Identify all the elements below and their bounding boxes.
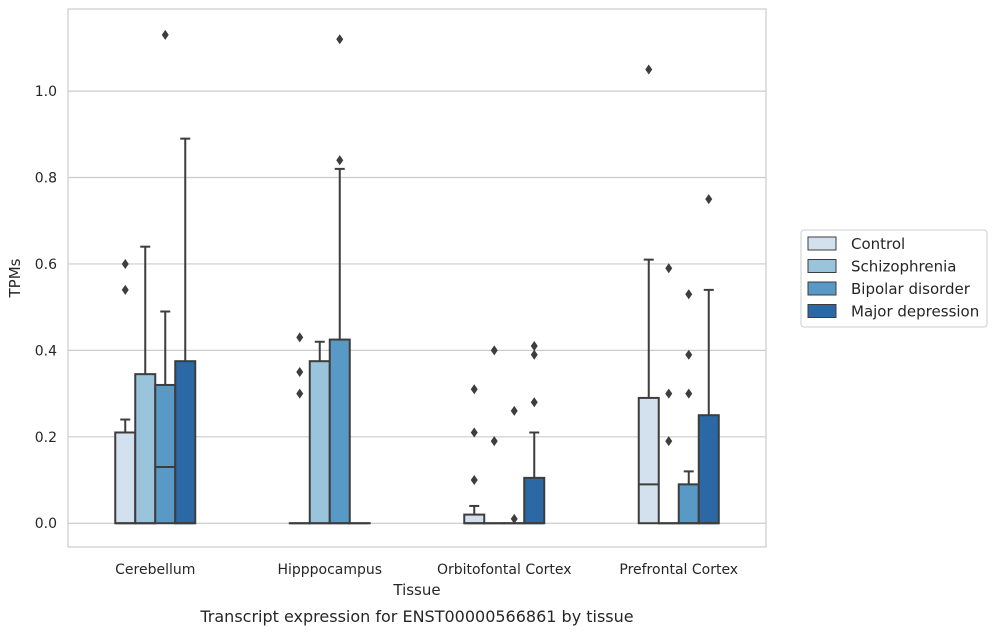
outlier-point <box>470 427 478 438</box>
box-0-3 <box>637 64 660 525</box>
y-tick-label: 1.0 <box>35 84 57 100</box>
x-tick-label: Cerebellum <box>115 562 195 578</box>
box-body <box>523 476 546 525</box>
outlier-point <box>121 258 129 269</box>
box-2-1 <box>328 34 351 525</box>
box-1-1 <box>308 340 331 525</box>
outlier-point <box>336 34 344 45</box>
box-3-2 <box>523 341 546 525</box>
outlier-point <box>470 475 478 486</box>
outlier-point <box>510 405 518 416</box>
outlier-point <box>296 332 304 343</box>
legend-label: Major depression <box>851 303 979 321</box>
box-body <box>154 383 177 525</box>
y-tick-label: 0.6 <box>35 257 57 273</box>
outlier-point <box>665 263 673 274</box>
y-tick-labels: 0.0 0.2 0.4 0.6 0.8 1.0 <box>35 84 57 532</box>
outlier-point <box>665 388 673 399</box>
box-0-2 <box>463 384 486 525</box>
y-tick-label: 0.8 <box>35 171 57 187</box>
outlier-point <box>490 345 498 356</box>
outlier-point <box>161 29 169 40</box>
box-body <box>328 338 351 525</box>
box-3-3 <box>697 194 720 525</box>
outlier-point <box>685 349 693 360</box>
box-body <box>134 373 157 525</box>
y-tick-label: 0.4 <box>35 343 57 359</box>
y-tick-label: 0.2 <box>35 430 57 446</box>
x-tick-label: Orbitofontal Cortex <box>437 562 572 578</box>
legend-swatch <box>807 236 837 251</box>
box-body <box>697 414 720 525</box>
outlier-point <box>705 194 713 205</box>
legend-frame <box>800 229 988 328</box>
legend-label: Schizophrenia <box>851 258 956 276</box>
box-body <box>114 431 137 525</box>
x-tick-label: Prefrontal Cortex <box>619 562 738 578</box>
legend-swatch <box>807 259 837 273</box>
box-3-0 <box>174 137 197 525</box>
plot-frame <box>67 8 767 548</box>
outlier-point <box>121 284 129 295</box>
outlier-point <box>296 366 304 377</box>
box-body <box>637 396 660 525</box>
outlier-point <box>490 436 498 447</box>
legend-label: Bipolar disorder <box>851 280 971 298</box>
outlier-point <box>685 388 693 399</box>
legend-swatch <box>807 281 837 296</box>
box-body <box>174 360 197 525</box>
outlier-point <box>470 384 478 395</box>
box-0-1 <box>288 332 311 525</box>
x-axis-label: Tissue <box>392 581 440 599</box>
y-axis-label: TPMs <box>6 258 24 298</box>
outlier-point <box>530 397 538 408</box>
outlier-point <box>665 436 673 447</box>
chart-caption: Transcript expression for ENST0000056686… <box>199 607 633 626</box>
x-tick-labels: Cerebellum Hipppocampus Orbitofontal Corte… <box>115 562 738 578</box>
boxes-layer <box>114 29 720 525</box>
box-1-3 <box>657 263 680 525</box>
outlier-point <box>685 289 693 300</box>
outlier-point <box>645 64 653 75</box>
y-tick-label: 0.0 <box>35 516 57 532</box>
outlier-point <box>530 349 538 360</box>
box-body <box>463 513 486 525</box>
legend-swatch <box>807 304 837 318</box>
outlier-point <box>530 341 538 352</box>
box-body <box>677 483 700 525</box>
outlier-point <box>336 155 344 166</box>
x-tick-label: Hipppocampus <box>277 562 382 578</box>
outlier-point <box>296 388 304 399</box>
box-0-0 <box>114 258 137 525</box>
legend: Control Schizophrenia Bipolar disorder Majo… <box>800 229 988 328</box>
box-body <box>308 360 331 525</box>
outlier-point <box>510 513 518 524</box>
legend-label: Control <box>851 235 905 253</box>
